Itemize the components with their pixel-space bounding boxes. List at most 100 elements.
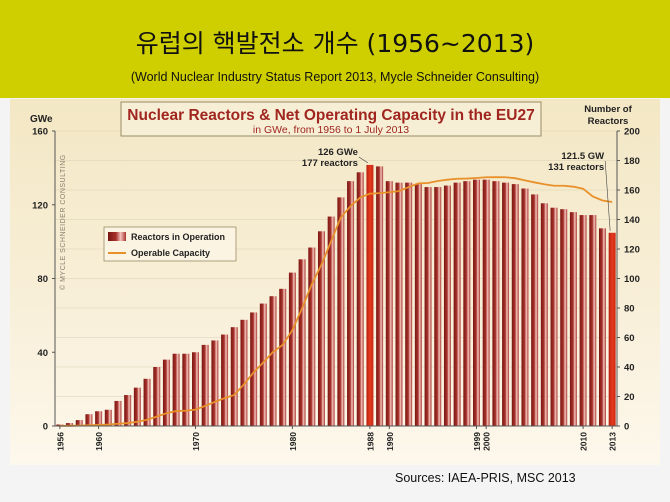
bar-reactors-2010: [579, 215, 587, 426]
bar-reactors-2004: [521, 188, 529, 426]
bar-reactors-1998: [463, 181, 471, 426]
right-tick-label: 80: [624, 304, 635, 315]
annotation-text: 121.5 GW: [561, 151, 604, 162]
bar-reactors-1981: [298, 259, 306, 426]
right-tick-label: 200: [624, 127, 640, 138]
annotation-text: 131 reactors: [548, 162, 604, 173]
bar-reactors-2008: [560, 209, 568, 426]
annotation-leader: [604, 160, 611, 231]
right-tick-label: 160: [624, 186, 640, 197]
chart-subtitle: in GWe, from 1956 to 1 July 2013: [253, 124, 409, 136]
right-axis-label: Number of: [584, 104, 632, 115]
right-tick-label: 40: [624, 363, 635, 374]
left-tick-label: 120: [32, 200, 48, 211]
bar-reactors-1958: [75, 420, 83, 426]
right-tick-label: 180: [624, 156, 640, 167]
x-tick-label: 1956: [55, 432, 65, 451]
bar-reactors-1959: [85, 414, 93, 426]
bar-reactors-1994: [424, 187, 432, 426]
bar-reactors-1999: [473, 179, 480, 426]
bar-reactors-2005: [531, 194, 539, 426]
bar-reactors-1957: [66, 423, 74, 426]
slide-subtitle: (World Nuclear Industry Status Report 20…: [130, 70, 540, 84]
left-tick-label: 0: [43, 422, 48, 433]
bar-reactors-2003: [511, 184, 519, 426]
bar-reactors-1964: [133, 387, 141, 426]
bar-reactors-2001: [492, 181, 500, 426]
bar-reactors-1980: [288, 272, 296, 426]
right-tick-label: 120: [624, 245, 640, 256]
right-tick-label: 60: [624, 333, 635, 344]
chart-title: Nuclear Reactors & Net Operating Capacit…: [127, 107, 534, 124]
slide-title: 유럽의 핵발전소 개수 (1956~2013): [135, 29, 535, 58]
left-axis-label: GWe: [30, 114, 53, 125]
watermark: © MYCLE SCHNEIDER CONSULTING: [59, 154, 67, 290]
bar-reactors-1987: [356, 172, 364, 426]
x-tick-label: 2013: [608, 432, 618, 451]
bar-reactors-1995: [434, 187, 442, 426]
line-operable-capacity: [59, 176, 613, 427]
bar-reactors-1971: [201, 344, 209, 427]
bar-reactors-1988: [366, 164, 374, 426]
bar-reactors-1977: [259, 303, 267, 426]
bar-reactors-1974: [230, 327, 238, 426]
x-tick-label: 1999: [472, 432, 482, 451]
x-tick-label: 1990: [385, 432, 395, 451]
left-tick-label: 40: [37, 348, 48, 359]
x-tick-label: 1960: [94, 432, 104, 451]
source-note: Sources: IAEA-PRIS, MSC 2013: [395, 471, 576, 485]
bar-reactors-1963: [124, 395, 132, 426]
legend-label-capacity: Operable Capacity: [131, 248, 210, 258]
bar-reactors-1967: [162, 359, 170, 427]
bar-reactors-1976: [250, 312, 258, 426]
bar-reactors-1962: [114, 400, 122, 426]
bar-reactors-1965: [143, 378, 151, 426]
legend-label-reactors: Reactors in Operation: [131, 232, 225, 242]
bar-reactors-1993: [414, 184, 422, 426]
bar-reactors-1985: [337, 197, 345, 427]
bar-reactors-1983: [317, 231, 325, 426]
bar-reactors-1996: [443, 185, 451, 426]
bar-reactors-2009: [569, 212, 577, 427]
bar-reactors-2002: [502, 182, 510, 427]
bar-reactors-1986: [347, 181, 355, 426]
bar-reactors-2012: [598, 228, 606, 426]
right-tick-label: 0: [624, 422, 629, 433]
bar-reactors-1960: [95, 411, 103, 426]
x-tick-label: 1980: [288, 432, 298, 451]
legend-swatch-reactors: [108, 232, 126, 241]
x-tick-label: 1988: [365, 432, 375, 451]
bar-reactors-1979: [279, 288, 287, 426]
bar-reactors-1970: [192, 352, 199, 426]
bar-reactors-2007: [550, 207, 558, 426]
right-tick-label: 140: [624, 215, 640, 226]
bar-reactors-1989: [376, 166, 384, 426]
bar-reactors-1982: [308, 247, 316, 426]
bar-reactors-1997: [453, 182, 461, 427]
right-axis-label: Reactors: [588, 116, 629, 127]
bar-reactors-1991: [395, 182, 403, 427]
right-tick-label: 100: [624, 274, 640, 285]
annotation-leader: [358, 156, 369, 164]
x-tick-label: 1970: [191, 432, 201, 451]
bar-reactors-1973: [221, 334, 229, 426]
bar-reactors-1990: [385, 181, 393, 426]
title-banner: 유럽의 핵발전소 개수 (1956~2013) (World Nuclear I…: [0, 0, 670, 98]
left-tick-label: 160: [32, 127, 48, 138]
bar-reactors-1984: [327, 216, 335, 426]
bar-reactors-2013: [608, 232, 616, 426]
bar-reactors-1966: [153, 367, 161, 426]
annotation-text: 126 GWe: [318, 147, 358, 158]
bar-reactors-1972: [211, 340, 219, 426]
bar-reactors-2011: [589, 215, 597, 426]
bar-reactors-1975: [240, 319, 248, 426]
left-tick-label: 80: [37, 274, 48, 285]
bar-reactors-1978: [269, 296, 277, 426]
bar-reactors-1969: [182, 353, 190, 426]
x-tick-label: 2000: [482, 432, 492, 451]
bar-reactors-2006: [540, 203, 548, 426]
x-tick-label: 2010: [579, 432, 589, 451]
right-tick-label: 20: [624, 392, 635, 403]
bar-reactors-1961: [104, 409, 112, 426]
